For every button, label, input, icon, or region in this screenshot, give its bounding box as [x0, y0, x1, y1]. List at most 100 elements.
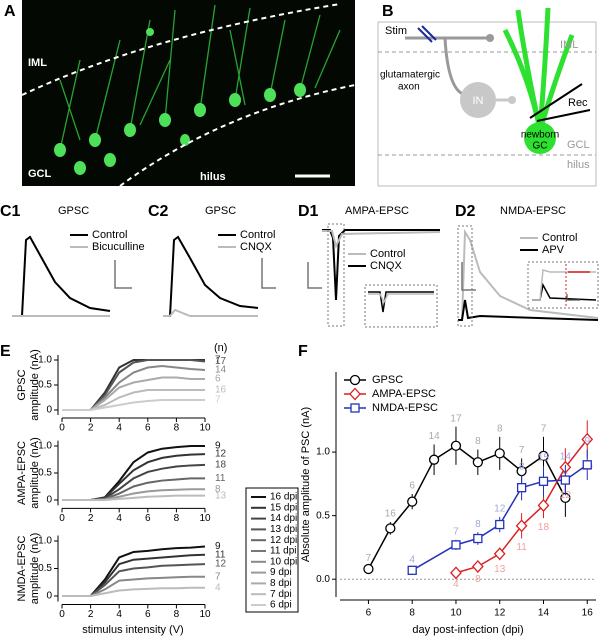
- panel-label: D2: [455, 203, 476, 220]
- dendrites: [59, 4, 341, 151]
- legend-label: NMDA-EPSC: [372, 402, 438, 414]
- legend-label: 10 dpi: [270, 556, 297, 567]
- legend-label: GPSC: [372, 374, 403, 386]
- data-point: [495, 519, 505, 530]
- n-label: 8: [215, 484, 221, 495]
- x-tick-label: 10: [450, 608, 462, 619]
- x-tick-label: 4: [116, 423, 122, 434]
- x-tick-label: 6: [145, 609, 151, 620]
- boundary-line: [21, 3, 341, 96]
- n-label: 7: [215, 395, 221, 406]
- axon: [443, 37, 467, 97]
- n-label: 9: [584, 436, 590, 447]
- legend-label: 6 dpi: [270, 600, 292, 611]
- diagram-label: IML: [560, 39, 578, 51]
- newborn-gc: [524, 122, 556, 154]
- n-label: 8: [475, 519, 481, 530]
- data-point: [560, 475, 571, 485]
- panel-b: Stim IML glutamatergic axon IN Rec newbo…: [377, 7, 597, 187]
- trace-title: AMPA-EPSC: [345, 205, 409, 217]
- n-label: 13: [215, 490, 227, 501]
- trace: [458, 299, 599, 321]
- n-label: 12: [215, 559, 227, 570]
- data-point: [450, 566, 462, 580]
- n-label: 16: [215, 385, 227, 396]
- trace: [12, 235, 111, 317]
- panel-label: C1: [0, 203, 21, 220]
- x-tick-label: 10: [199, 423, 211, 434]
- n-label: 8: [497, 423, 503, 434]
- n-label: 12: [494, 504, 506, 515]
- y-axis-title: NMDA-EPSC: [16, 535, 28, 601]
- chart: 0.0 0.5 1.0 6 8 10 12 14 16 Absolute amplitude of…: [300, 372, 596, 636]
- chart: 0 0.5 1.0 0 2 4 6 8 10 AMPA-EPSC amplitude (nA) 912…: [16, 437, 227, 524]
- y-axis-title: GPSC: [16, 369, 28, 400]
- n-label: 14: [429, 431, 441, 442]
- scale-bar: [114, 260, 132, 289]
- legend-label: 13 dpi: [270, 524, 297, 535]
- y-tick-label: 0.5: [38, 380, 52, 391]
- panel-label: B: [382, 3, 394, 20]
- legend-label: 14 dpi: [270, 513, 297, 524]
- data-point: [516, 483, 527, 493]
- x-tick-label: 8: [174, 513, 180, 524]
- x-tick-label: 8: [174, 609, 180, 620]
- legend-label: 16 dpi: [270, 492, 297, 503]
- n-header: (n): [214, 342, 227, 354]
- interneuron: [460, 82, 496, 118]
- legend-label: Control: [542, 232, 577, 244]
- x-tick-label: 16: [582, 608, 594, 619]
- diagram-frame: [377, 21, 597, 187]
- n-label: 4: [453, 579, 459, 590]
- diagram-label: axon: [398, 82, 420, 93]
- diagram-label: hilus: [567, 159, 590, 171]
- trace-title: GPSC: [205, 205, 236, 217]
- legend-label: Control: [240, 229, 275, 241]
- x-tick-label: 8: [174, 423, 180, 434]
- somata: [54, 28, 306, 175]
- series-line: [62, 553, 206, 597]
- chart: 0 0.5 1.0 0 2 4 6 8 10 NMDA-EPSC amplitude (nA) 911…: [16, 533, 227, 620]
- trace-title: NMDA-EPSC: [500, 205, 566, 217]
- data-point: [349, 387, 361, 401]
- boundary-line: [119, 84, 356, 187]
- trace: [163, 235, 259, 317]
- legend-label: CNQX: [240, 241, 272, 253]
- n-label: 14: [560, 451, 572, 462]
- series-line: [62, 364, 206, 411]
- legend-label: APV: [542, 244, 565, 256]
- diagram-label: GC: [533, 141, 548, 152]
- n-label: 7: [366, 553, 372, 564]
- trace: [458, 228, 599, 321]
- region-label: hilus: [200, 171, 226, 183]
- y-tick-label: 0.0: [316, 574, 330, 585]
- scale-bar: [566, 294, 580, 301]
- series-line: [62, 389, 205, 411]
- diagram-label: Rec: [568, 97, 588, 109]
- y-axis-title: amplitude (nA): [29, 349, 41, 421]
- legend-label: 8 dpi: [270, 578, 292, 589]
- data-point: [538, 476, 549, 486]
- x-tick-label: 0: [59, 609, 65, 620]
- legend-label: Bicuculline: [92, 241, 145, 253]
- x-axis-title: day post-infection (dpi): [412, 624, 523, 636]
- y-tick-label: 0.5: [38, 468, 52, 479]
- n-label: 17: [215, 356, 227, 367]
- series-line: [62, 494, 205, 501]
- n-label: 13: [494, 564, 506, 575]
- data-point: [428, 454, 440, 465]
- y-tick-label: 1.0: [316, 447, 330, 458]
- diagram-label: glutamatergic: [380, 70, 440, 81]
- series-line: [62, 563, 206, 597]
- panel-label: D1: [298, 203, 319, 220]
- data-point: [407, 565, 417, 575]
- x-tick-label: 2: [88, 423, 94, 434]
- n-label: 7: [519, 445, 525, 456]
- zoom-box: [457, 225, 473, 327]
- data-point: [472, 457, 483, 468]
- region-label: GCL: [28, 168, 52, 180]
- trace-title: GPSC: [58, 205, 89, 217]
- n-label: 8: [475, 574, 481, 585]
- y-tick-label: 0: [46, 591, 52, 602]
